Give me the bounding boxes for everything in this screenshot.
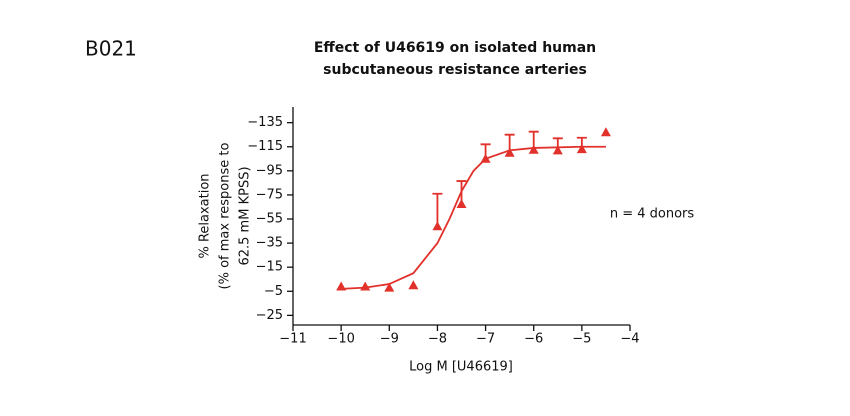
data-point	[576, 144, 587, 154]
x-tick-label: −8	[428, 332, 447, 347]
y-tick-label: −75	[256, 187, 283, 202]
data-point	[600, 127, 611, 137]
data-point	[360, 281, 371, 291]
data-point	[384, 282, 395, 292]
x-axis-label: Log M [U46619]	[409, 360, 513, 375]
y-axis-label: 62.5 mM KPSS)	[238, 166, 253, 265]
x-tick-label: −10	[327, 332, 354, 347]
x-tick-label: −5	[572, 332, 591, 347]
y-axis-label: % Relaxation	[198, 173, 213, 258]
y-tick-label: −55	[256, 212, 283, 227]
data-point	[336, 281, 347, 291]
data-point	[528, 144, 539, 154]
data-point	[504, 147, 515, 157]
x-tick-label: −9	[380, 332, 399, 347]
y-tick-label: −25	[256, 308, 283, 323]
y-axis-label: (% of max response to	[218, 143, 233, 290]
y-tick-label: −5	[264, 284, 283, 299]
data-point	[480, 153, 491, 163]
x-tick-label: −7	[476, 332, 495, 347]
panel-label: B021	[85, 37, 137, 61]
x-tick-label: −11	[279, 332, 306, 347]
y-tick-label: −95	[256, 163, 283, 178]
y-tick-label: −115	[247, 139, 283, 154]
data-point	[408, 280, 419, 290]
annotation: n = 4 donors	[610, 207, 695, 222]
y-tick-label: −35	[256, 236, 283, 251]
chart-title: subcutaneous resistance arteries	[323, 62, 587, 78]
data-point	[432, 221, 443, 231]
chart-title: Effect of U46619 on isolated human	[314, 40, 596, 56]
x-tick-label: −6	[524, 332, 543, 347]
data-point	[456, 198, 467, 208]
fit-curve	[341, 145, 606, 290]
data-point	[552, 145, 563, 155]
error-bar	[432, 192, 443, 227]
x-tick-label: −4	[620, 332, 639, 347]
y-tick-label: −15	[256, 260, 283, 275]
y-tick-label: −135	[247, 115, 283, 130]
